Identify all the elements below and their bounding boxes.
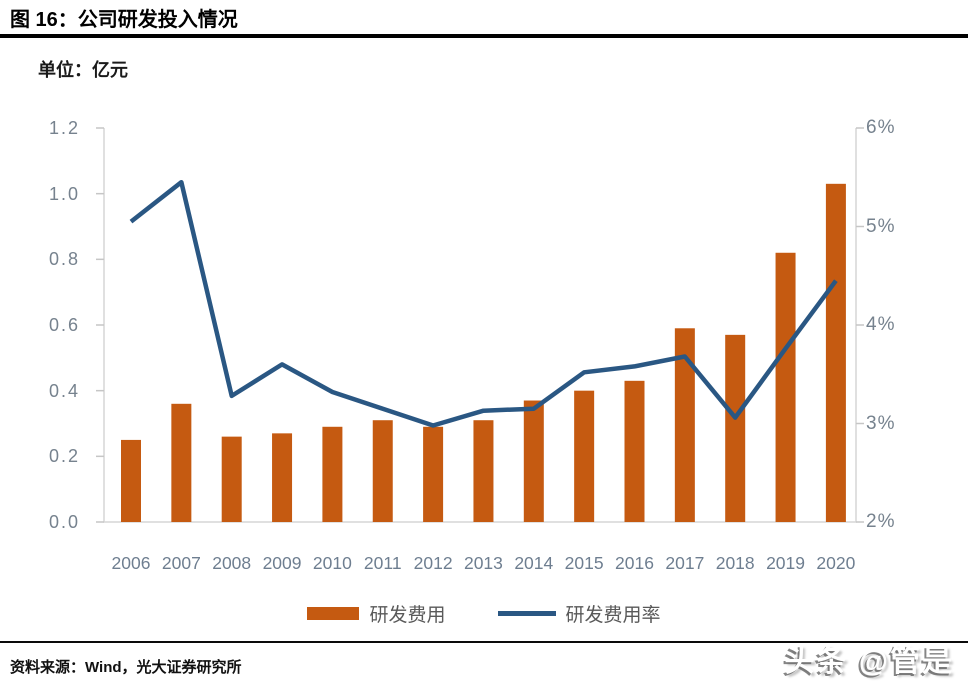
legend-item-rd-expense: 研发费用 bbox=[307, 600, 446, 627]
bar-2015 bbox=[574, 390, 595, 522]
bar-2009 bbox=[272, 433, 293, 522]
x-tick-label: 2015 bbox=[564, 553, 604, 573]
bar-2008 bbox=[221, 436, 242, 522]
y-left-tick-label: 1.0 bbox=[48, 183, 80, 204]
x-tick-label: 2018 bbox=[715, 553, 755, 573]
bar-2019 bbox=[775, 252, 796, 522]
y-left-tick-label: 0.6 bbox=[48, 315, 80, 335]
y-left-tick-label: 0.4 bbox=[48, 380, 80, 401]
unit-label: 单位：亿元 bbox=[38, 60, 128, 80]
legend-label-rd-expense: 研发费用 bbox=[369, 605, 446, 626]
bar-2020 bbox=[825, 183, 846, 523]
watermark: 头条 @管是 bbox=[784, 645, 954, 678]
chart-legend: 研发费用 研发费用率 bbox=[0, 600, 968, 627]
line-series-swatch-icon bbox=[497, 611, 556, 616]
bar-2011 bbox=[372, 420, 393, 522]
y-left-tick-label: 0.2 bbox=[48, 446, 80, 467]
legend-item-rd-expense-ratio: 研发费用率 bbox=[497, 600, 661, 627]
bar-2010 bbox=[322, 426, 343, 522]
bar-2012 bbox=[423, 426, 444, 522]
x-tick-label: 2011 bbox=[363, 553, 402, 573]
rd-expense-ratio-line bbox=[129, 179, 838, 428]
bar-series-swatch-icon bbox=[307, 607, 360, 620]
x-tick-label: 2017 bbox=[665, 553, 705, 573]
x-tick-label: 2009 bbox=[262, 553, 302, 573]
y-left-tick-label: 1.2 bbox=[48, 118, 80, 138]
bar-2016 bbox=[624, 380, 645, 522]
bar-2006 bbox=[121, 439, 141, 522]
legend-label-rd-expense-ratio: 研发费用率 bbox=[565, 605, 661, 626]
x-tick-label: 2006 bbox=[111, 553, 151, 573]
x-tick-label: 2012 bbox=[413, 553, 453, 573]
y-left-tick-label: 0.8 bbox=[48, 249, 80, 270]
y-right-tick-label: 3% bbox=[866, 412, 896, 434]
x-tick-label: 2008 bbox=[212, 553, 252, 573]
x-tick-label: 2020 bbox=[816, 553, 856, 573]
source-note: 资料来源：Wind，光大证券研究所 bbox=[10, 659, 242, 676]
title-underline-rule bbox=[0, 34, 968, 38]
bar-2017 bbox=[674, 328, 695, 522]
bar-2018 bbox=[725, 334, 746, 522]
bar-2013 bbox=[473, 420, 494, 522]
bar-2014 bbox=[523, 400, 544, 522]
figure-title: 图 16：公司研发投入情况 bbox=[10, 9, 238, 31]
x-tick-label: 2007 bbox=[161, 553, 201, 573]
y-right-tick-label: 2% bbox=[866, 511, 896, 532]
y-right-tick-label: 6% bbox=[866, 117, 896, 138]
footer-rule bbox=[0, 641, 968, 643]
x-tick-label: 2014 bbox=[514, 553, 554, 573]
y-left-tick-label: 0.0 bbox=[48, 512, 80, 532]
x-tick-label: 2019 bbox=[766, 553, 806, 573]
y-right-tick-label: 5% bbox=[866, 215, 896, 237]
x-tick-label: 2016 bbox=[615, 553, 654, 573]
x-tick-label: 2010 bbox=[312, 553, 352, 573]
x-tick-label: 2013 bbox=[463, 553, 503, 573]
y-right-tick-label: 4% bbox=[866, 314, 896, 335]
bar-2007 bbox=[171, 403, 192, 522]
